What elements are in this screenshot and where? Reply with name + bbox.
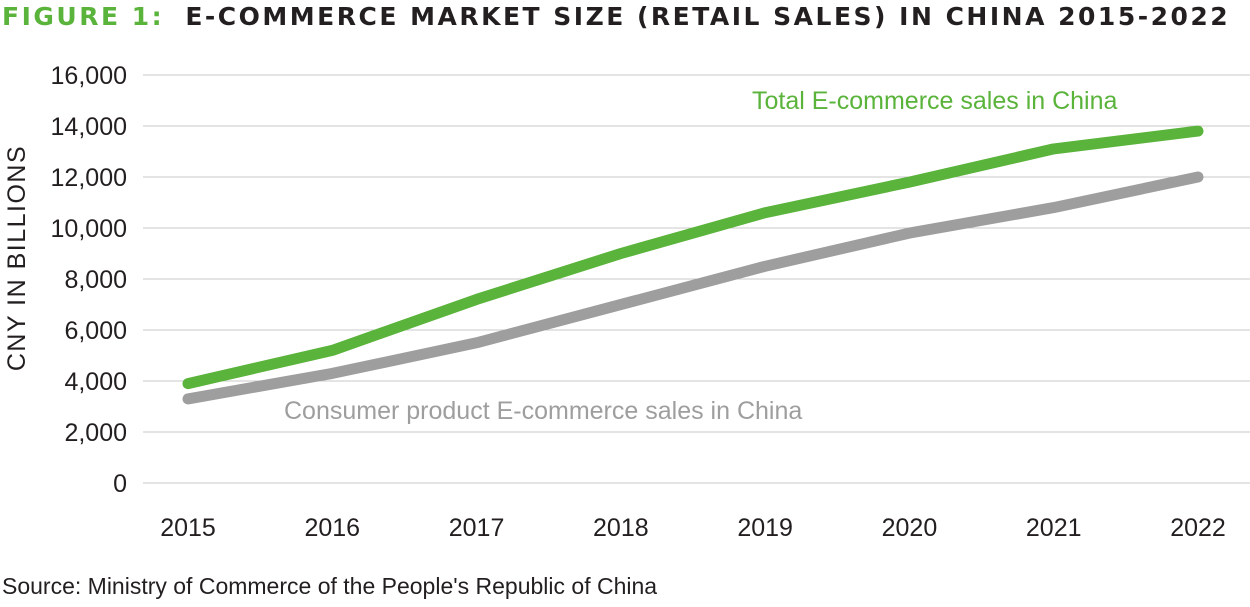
- chart-title-prefix: FIGURE 1:: [2, 2, 164, 31]
- y-tick-label: 10,000: [51, 215, 127, 243]
- y-tick-label: 4,000: [64, 368, 127, 396]
- chart-title-main: E-COMMERCE MARKET SIZE (RETAIL SALES) IN…: [185, 2, 1230, 31]
- x-tick-label: 2018: [593, 514, 649, 542]
- series-label-consumer-product-ecommerce: Consumer product E-commerce sales in Chi…: [284, 397, 802, 425]
- x-tick-label: 2021: [1026, 514, 1082, 542]
- series-lines: [182, 125, 1204, 405]
- y-tick-label: 6,000: [64, 317, 127, 345]
- series-line-consumer-product-ecommerce: [182, 171, 1204, 405]
- x-tick-label: 2015: [160, 514, 216, 542]
- x-tick-label: 2016: [304, 514, 360, 542]
- y-tick-label: 16,000: [51, 62, 127, 90]
- y-tick-label: 2,000: [64, 419, 127, 447]
- x-tick-label: 2020: [882, 514, 938, 542]
- x-tick-label: 2022: [1170, 514, 1226, 542]
- series-label-total-ecommerce: Total E-commerce sales in China: [752, 87, 1118, 115]
- y-tick-label: 8,000: [64, 266, 127, 294]
- chart-title: FIGURE 1: E-COMMERCE MARKET SIZE (RETAIL…: [2, 2, 1230, 31]
- y-axis-title: CNY IN BILLIONS: [3, 145, 31, 371]
- y-axis-tick-labels: 0 2,000 4,000 6,000 8,000 10,000 12,000 14,000 1…: [51, 62, 127, 498]
- y-tick-label: 14,000: [51, 113, 127, 141]
- series-line-total-ecommerce: [182, 125, 1204, 390]
- y-tick-label: 12,000: [51, 164, 127, 192]
- x-axis-tick-labels: 2015 2016 2017 2018 2019 2020 2021 2022: [160, 514, 1226, 542]
- x-tick-label: 2019: [737, 514, 793, 542]
- source-note: Source: Ministry of Commerce of the Peop…: [2, 573, 657, 599]
- y-tick-label: 0: [113, 470, 127, 498]
- x-tick-label: 2017: [449, 514, 505, 542]
